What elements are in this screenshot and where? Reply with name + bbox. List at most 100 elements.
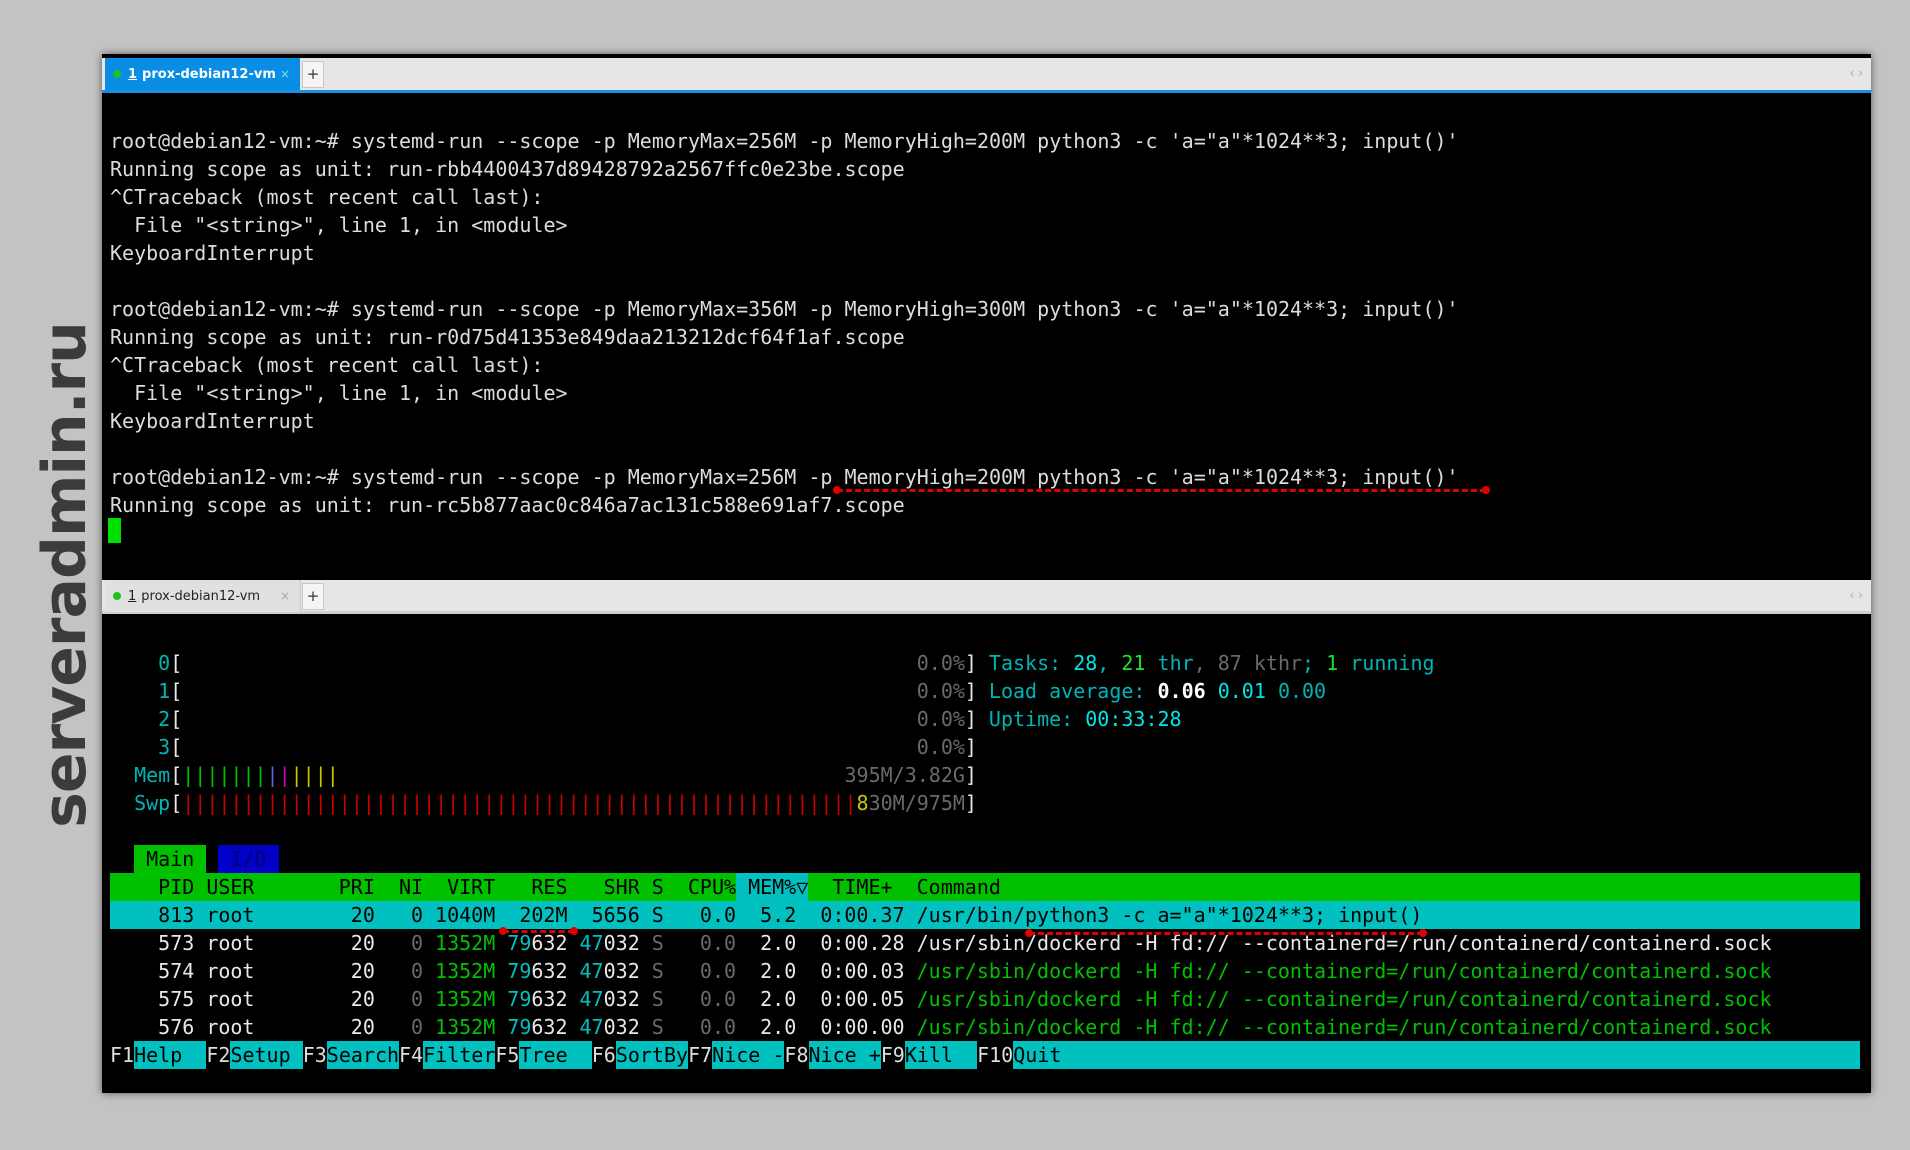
process-row[interactable]: 573 root 20 0 1352M 79632 47032 S 0.0 2.0 0:00.28 /… (110, 929, 1771, 957)
htop-screen[interactable]: 0[0.0%] 1[0.0%] 2[0.0%] 3[0.0%] Mem[||||||||… (102, 615, 1871, 1093)
tab-scroll-arrows-icon[interactable]: ‹ › (1849, 588, 1863, 602)
mem-meter-bar-segment: | (278, 763, 291, 787)
process-user: root (206, 903, 255, 927)
process-mem: 2.0 (760, 1015, 797, 1039)
process-ni: 0 (410, 987, 424, 1011)
load-meter: Load average: 0.06 0.01 0.00 (989, 677, 1326, 705)
process-mem: 2.0 (760, 931, 797, 955)
load-1: 0.06 (1157, 679, 1206, 703)
new-tab-button[interactable]: + (302, 583, 324, 610)
tab-scroll-arrows-icon[interactable]: ‹ › (1849, 66, 1863, 80)
column-cpu[interactable]: CPU% (687, 875, 737, 899)
process-s: S (651, 931, 664, 955)
kthread-count: 87 kthr (1217, 651, 1303, 675)
column-command[interactable]: Command (916, 875, 1001, 899)
process-shr: 47032 (579, 987, 640, 1011)
terminal-line: Running scope as unit: run-rbb4400437d89… (110, 157, 905, 181)
process-virt: 1352M (435, 987, 496, 1011)
fkey-label[interactable]: Nice + (808, 1041, 881, 1069)
process-virt: 1040M (435, 903, 496, 927)
fkey-f1[interactable]: F1 (110, 1041, 135, 1069)
fkey-label[interactable]: Setup (230, 1041, 303, 1069)
fkey-f5[interactable]: F5 (495, 1041, 520, 1069)
fkey-label[interactable]: Search (326, 1041, 400, 1069)
fkey-f8[interactable]: F8 (784, 1041, 809, 1069)
mem-meter-bar: ||||||||||||| 395M/3.82G (182, 761, 965, 789)
process-res: 202M (519, 903, 568, 927)
mem-meter-bar-segment: ||||||| (182, 763, 267, 787)
new-tab-button[interactable]: + (302, 61, 324, 88)
fkey-f9[interactable]: F9 (880, 1041, 905, 1069)
fkey-label[interactable]: Tree (519, 1041, 592, 1069)
swap-meter: Swp[||||||||||||||||||||||||||||||||||||… (110, 789, 977, 817)
process-pid: 575 (158, 987, 195, 1011)
process-time: 0:00.00 (820, 1015, 905, 1039)
fkey-f6[interactable]: F6 (591, 1041, 616, 1069)
column-shr[interactable]: SHR (603, 875, 640, 899)
tasks-label: Tasks: (988, 651, 1062, 675)
terminal-line: root@debian12-vm:~# systemd-run --scope … (110, 297, 1459, 321)
process-row[interactable]: 576 root 20 0 1352M 79632 47032 S 0.0 2.0 0:00.00 /… (110, 1013, 1771, 1041)
process-s: S (651, 903, 664, 927)
uptime-meter: Uptime: 00:33:28 (989, 705, 1182, 733)
top-terminal-output[interactable]: root@debian12-vm:~# systemd-run --scope … (102, 93, 1871, 572)
fkey-label[interactable]: Quit (1013, 1041, 1062, 1069)
column-res[interactable]: RES (531, 875, 568, 899)
column-virt[interactable]: VIRT (447, 875, 496, 899)
fkey-f7[interactable]: F7 (688, 1041, 713, 1069)
column-time[interactable]: TIME+ (832, 875, 893, 899)
process-cpu: 0.0 (699, 903, 737, 927)
sep (1266, 679, 1278, 703)
process-row[interactable]: 575 root 20 0 1352M 79632 47032 S 0.0 2.0 0:00.05 /… (110, 985, 1771, 1013)
tasks-meter: Tasks: 28, 21 thr, 87 kthr; 1 running (989, 649, 1435, 677)
column-s[interactable]: S (651, 875, 664, 899)
cpu-meter-label: 0 (158, 651, 171, 675)
fkey-f4[interactable]: F4 (399, 1041, 424, 1069)
bottom-session-tab[interactable]: 1 prox-debian12-vm × (105, 580, 301, 612)
fkey-label[interactable]: SortBy (615, 1041, 689, 1069)
process-row[interactable]: 813 root 20 0 1040M 202M 5656 S 0.0 5.2 0:00.37/us… (110, 901, 1860, 929)
process-user: root (206, 931, 255, 955)
tab-io[interactable]: I/O (218, 845, 279, 873)
bracket: [ (170, 679, 183, 703)
column-pri[interactable]: PRI (338, 875, 375, 899)
close-tab-icon[interactable]: × (279, 589, 290, 603)
annotation-underline-process-cmd (1025, 929, 1427, 937)
top-session-tab[interactable]: 1 prox-debian12-vm × (105, 58, 300, 90)
terminal-line: Running scope as unit: run-rc5b877aac0c8… (110, 493, 905, 517)
fkey-label[interactable]: Kill (904, 1041, 978, 1069)
cpu-meter-value: 0.0% (916, 707, 965, 731)
process-time: 0:00.37 (820, 903, 905, 927)
terminal-line: root@debian12-vm:~# systemd-run --scope … (110, 465, 1459, 489)
column-pid[interactable]: PID (158, 875, 195, 899)
process-pid: 576 (158, 1015, 195, 1039)
close-tab-icon[interactable]: × (279, 67, 290, 81)
process-shr: 47032 (579, 959, 640, 983)
fkey-label[interactable]: Nice - (712, 1041, 785, 1069)
fkey-f2[interactable]: F2 (206, 1041, 231, 1069)
swap-meter-label: Swp (134, 791, 171, 815)
running-label: running (1350, 651, 1435, 675)
process-cpu: 0.0 (699, 959, 737, 983)
column-user[interactable]: USER (206, 875, 255, 899)
process-row[interactable]: 574 root 20 0 1352M 79632 47032 S 0.0 2.0 0:00.03 /… (110, 957, 1771, 985)
process-res: 79632 (507, 987, 568, 1011)
process-pri: 20 (350, 987, 375, 1011)
terminal-cursor (108, 518, 121, 543)
annotation-underline-command (833, 486, 1490, 494)
load-5: 0.01 (1217, 679, 1266, 703)
column-ni[interactable]: NI (398, 875, 424, 899)
column-mem[interactable]: MEM%▽ (736, 873, 809, 901)
process-user: root (206, 1015, 255, 1039)
bracket: [ (170, 651, 183, 675)
process-res: 79632 (507, 1015, 568, 1039)
fkey-label[interactable]: Filter (423, 1041, 496, 1069)
sep: ; (1302, 651, 1327, 675)
fkey-f10[interactable]: F10 (977, 1041, 1014, 1069)
process-time: 0:00.28 (820, 931, 905, 955)
tab-main[interactable]: Main (134, 845, 207, 873)
fkey-f3[interactable]: F3 (302, 1041, 327, 1069)
terminal-line: KeyboardInterrupt (110, 241, 315, 265)
fkey-label[interactable]: Help (134, 1041, 207, 1069)
swap-meter-bar: ||||||||||||||||||||||||||||||||||||||||… (182, 789, 965, 817)
